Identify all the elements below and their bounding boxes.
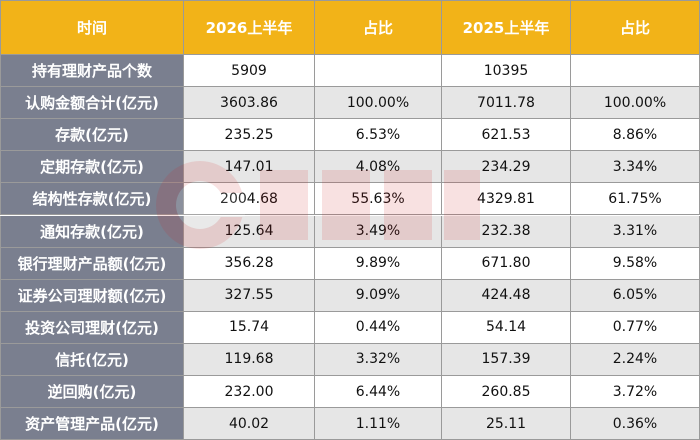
value-2026: 2004.68 (184, 183, 315, 216)
table-row: 资产管理产品(亿元) 40.02 1.11% 25.11 0.36% (0, 408, 700, 440)
share-2026: 4.08% (315, 151, 442, 184)
share-2025: 0.36% (571, 408, 700, 440)
share-2025: 6.05% (571, 279, 700, 312)
value-2025: 234.29 (442, 151, 571, 184)
table-row: 证券公司理财额(亿元) 327.55 9.09% 424.48 6.05% (0, 279, 700, 312)
table-row: 定期存款(亿元) 147.01 4.08% 234.29 3.34% (0, 151, 700, 184)
row-label: 定期存款(亿元) (0, 151, 184, 184)
header-share-2026: 占比 (315, 0, 442, 55)
row-label: 认购金额合计(亿元) (0, 87, 184, 120)
share-2025: 8.86% (571, 119, 700, 152)
table-row: 存款(亿元) 235.25 6.53% 621.53 8.86% (0, 119, 700, 152)
table-row: 银行理财产品额(亿元) 356.28 9.89% 671.80 9.58% (0, 247, 700, 280)
value-2026: 232.00 (184, 376, 315, 409)
share-2026: 9.09% (315, 279, 442, 312)
value-2026: 5909 (184, 55, 315, 88)
share-2026: 6.53% (315, 119, 442, 152)
value-2025: 7011.78 (442, 87, 571, 120)
row-label: 逆回购(亿元) (0, 376, 184, 409)
share-2025: 3.34% (571, 151, 700, 184)
row-label: 资产管理产品(亿元) (0, 408, 184, 440)
header-share-2025: 占比 (571, 0, 700, 55)
value-2026: 147.01 (184, 151, 315, 184)
share-2026: 1.11% (315, 408, 442, 440)
header-2025h1: 2025上半年 (442, 0, 571, 55)
value-2026: 235.25 (184, 119, 315, 152)
table-row: 通知存款(亿元) 125.64 3.49% 232.38 3.31% (0, 215, 700, 248)
value-2026: 119.68 (184, 343, 315, 376)
table-row: 投资公司理财(亿元) 15.74 0.44% 54.14 0.77% (0, 311, 700, 344)
share-2025 (571, 55, 700, 88)
share-2025: 3.31% (571, 215, 700, 248)
value-2025: 621.53 (442, 119, 571, 152)
share-2026: 55.63% (315, 183, 442, 216)
value-2025: 157.39 (442, 343, 571, 376)
row-label: 持有理财产品个数 (0, 55, 184, 88)
row-label: 信托(亿元) (0, 343, 184, 376)
share-2026 (315, 55, 442, 88)
row-label: 证券公司理财额(亿元) (0, 279, 184, 312)
share-2026: 3.49% (315, 215, 442, 248)
table-row: 逆回购(亿元) 232.00 6.44% 260.85 3.72% (0, 376, 700, 409)
share-2026: 6.44% (315, 376, 442, 409)
share-2026: 9.89% (315, 247, 442, 280)
header-row: 时间 2026上半年 占比 2025上半年 占比 (0, 0, 700, 55)
table-row: 结构性存款(亿元) 2004.68 55.63% 4329.81 61.75% (0, 183, 700, 216)
value-2025: 54.14 (442, 311, 571, 344)
value-2025: 10395 (442, 55, 571, 88)
share-2025: 9.58% (571, 247, 700, 280)
value-2026: 3603.86 (184, 87, 315, 120)
row-label: 结构性存款(亿元) (0, 183, 184, 216)
value-2025: 4329.81 (442, 183, 571, 216)
value-2026: 327.55 (184, 279, 315, 312)
share-2025: 2.24% (571, 343, 700, 376)
value-2026: 15.74 (184, 311, 315, 344)
share-2026: 0.44% (315, 311, 442, 344)
value-2025: 25.11 (442, 408, 571, 440)
share-2025: 100.00% (571, 87, 700, 120)
value-2026: 40.02 (184, 408, 315, 440)
share-2025: 0.77% (571, 311, 700, 344)
share-2026: 3.32% (315, 343, 442, 376)
table-row: 认购金额合计(亿元) 3603.86 100.00% 7011.78 100.00% (0, 87, 700, 120)
share-2025: 61.75% (571, 183, 700, 216)
table-row: 信托(亿元) 119.68 3.32% 157.39 2.24% (0, 343, 700, 376)
row-label: 通知存款(亿元) (0, 215, 184, 248)
value-2025: 260.85 (442, 376, 571, 409)
share-2025: 3.72% (571, 376, 700, 409)
row-label: 存款(亿元) (0, 119, 184, 152)
table-row: 持有理财产品个数 5909 10395 (0, 55, 700, 88)
share-2026: 100.00% (315, 87, 442, 120)
row-label: 投资公司理财(亿元) (0, 311, 184, 344)
value-2026: 125.64 (184, 215, 315, 248)
header-time: 时间 (0, 0, 184, 55)
value-2026: 356.28 (184, 247, 315, 280)
value-2025: 424.48 (442, 279, 571, 312)
row-label: 银行理财产品额(亿元) (0, 247, 184, 280)
value-2025: 232.38 (442, 215, 571, 248)
value-2025: 671.80 (442, 247, 571, 280)
header-2026h1: 2026上半年 (184, 0, 315, 55)
